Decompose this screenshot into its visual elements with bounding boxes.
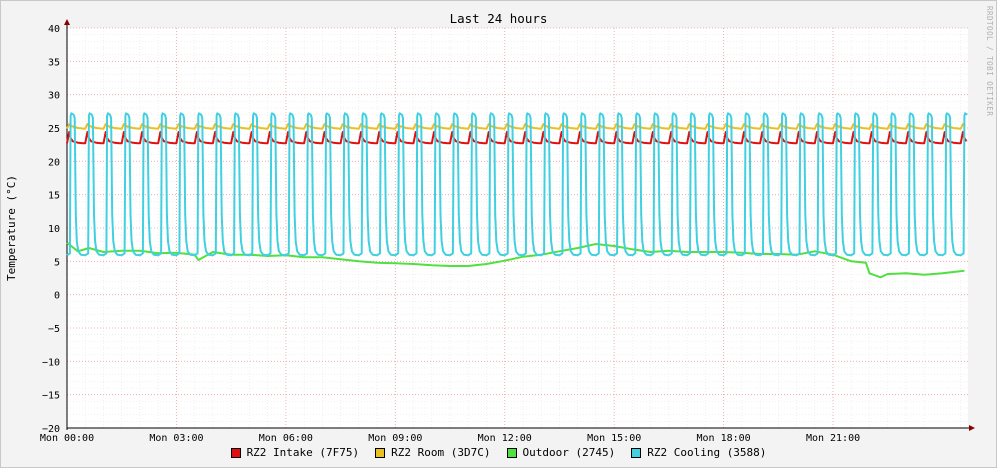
legend-item: RZ2 Cooling (3588) <box>631 446 766 459</box>
legend-item: RZ2 Room (3D7C) <box>375 446 491 459</box>
y-tick-label: 0 <box>54 291 60 302</box>
legend-label: RZ2 Room (3D7C) <box>391 446 491 459</box>
legend-item: Outdoor (2745) <box>506 446 616 459</box>
x-tick-label: Mon 00:00 <box>40 433 94 444</box>
legend-label: RZ2 Cooling (3588) <box>647 446 767 459</box>
x-tick-label: Mon 03:00 <box>149 433 203 444</box>
x-tick-label: Mon 12:00 <box>478 433 532 444</box>
y-axis-arrow <box>64 19 70 25</box>
y-tick-label: −15 <box>42 391 60 402</box>
y-tick-label: 10 <box>48 224 60 235</box>
y-tick-label: 15 <box>48 191 60 202</box>
legend-swatch <box>506 447 517 458</box>
y-tick-label: −10 <box>42 357 60 368</box>
y-tick-label: 5 <box>54 257 60 268</box>
x-tick-label: Mon 09:00 <box>368 433 422 444</box>
y-tick-label: 35 <box>48 57 60 68</box>
rrdtool-watermark: RRDTOOL / TOBI OETIKER <box>985 6 994 117</box>
y-tick-label: 25 <box>48 124 60 135</box>
series-layer <box>66 112 968 279</box>
series-line-2 <box>66 241 965 279</box>
legend-item: RZ2 Intake (7F75) <box>230 446 360 459</box>
legend-label: RZ2 Intake (7F75) <box>246 446 360 459</box>
x-tick-label: Mon 21:00 <box>806 433 860 444</box>
y-tick-label: 20 <box>48 157 60 168</box>
chart-title: Last 24 hours <box>449 11 548 26</box>
series-line-3 <box>66 112 968 257</box>
y-tick-label: −20 <box>42 424 60 435</box>
y-tick-label: −5 <box>48 324 60 335</box>
y-axis-label: Temperature (°C) <box>5 175 18 281</box>
x-axis-arrow <box>969 425 975 431</box>
x-tick-label: Mon 18:00 <box>697 433 751 444</box>
x-tick-label: Mon 06:00 <box>259 433 313 444</box>
legend-swatch <box>375 447 386 458</box>
y-tick-label: 30 <box>48 91 60 102</box>
x-tick-label: Mon 15:00 <box>587 433 641 444</box>
legend-swatch <box>631 447 642 458</box>
series-line-1 <box>66 123 966 130</box>
legend-swatch <box>230 447 241 458</box>
grid-layer <box>66 27 968 429</box>
legend-label: Outdoor (2745) <box>522 446 616 459</box>
y-tick-label: 40 <box>48 24 60 35</box>
chart-legend: RZ2 Intake (7F75) RZ2 Room (3D7C) Outdoor … <box>0 446 997 459</box>
